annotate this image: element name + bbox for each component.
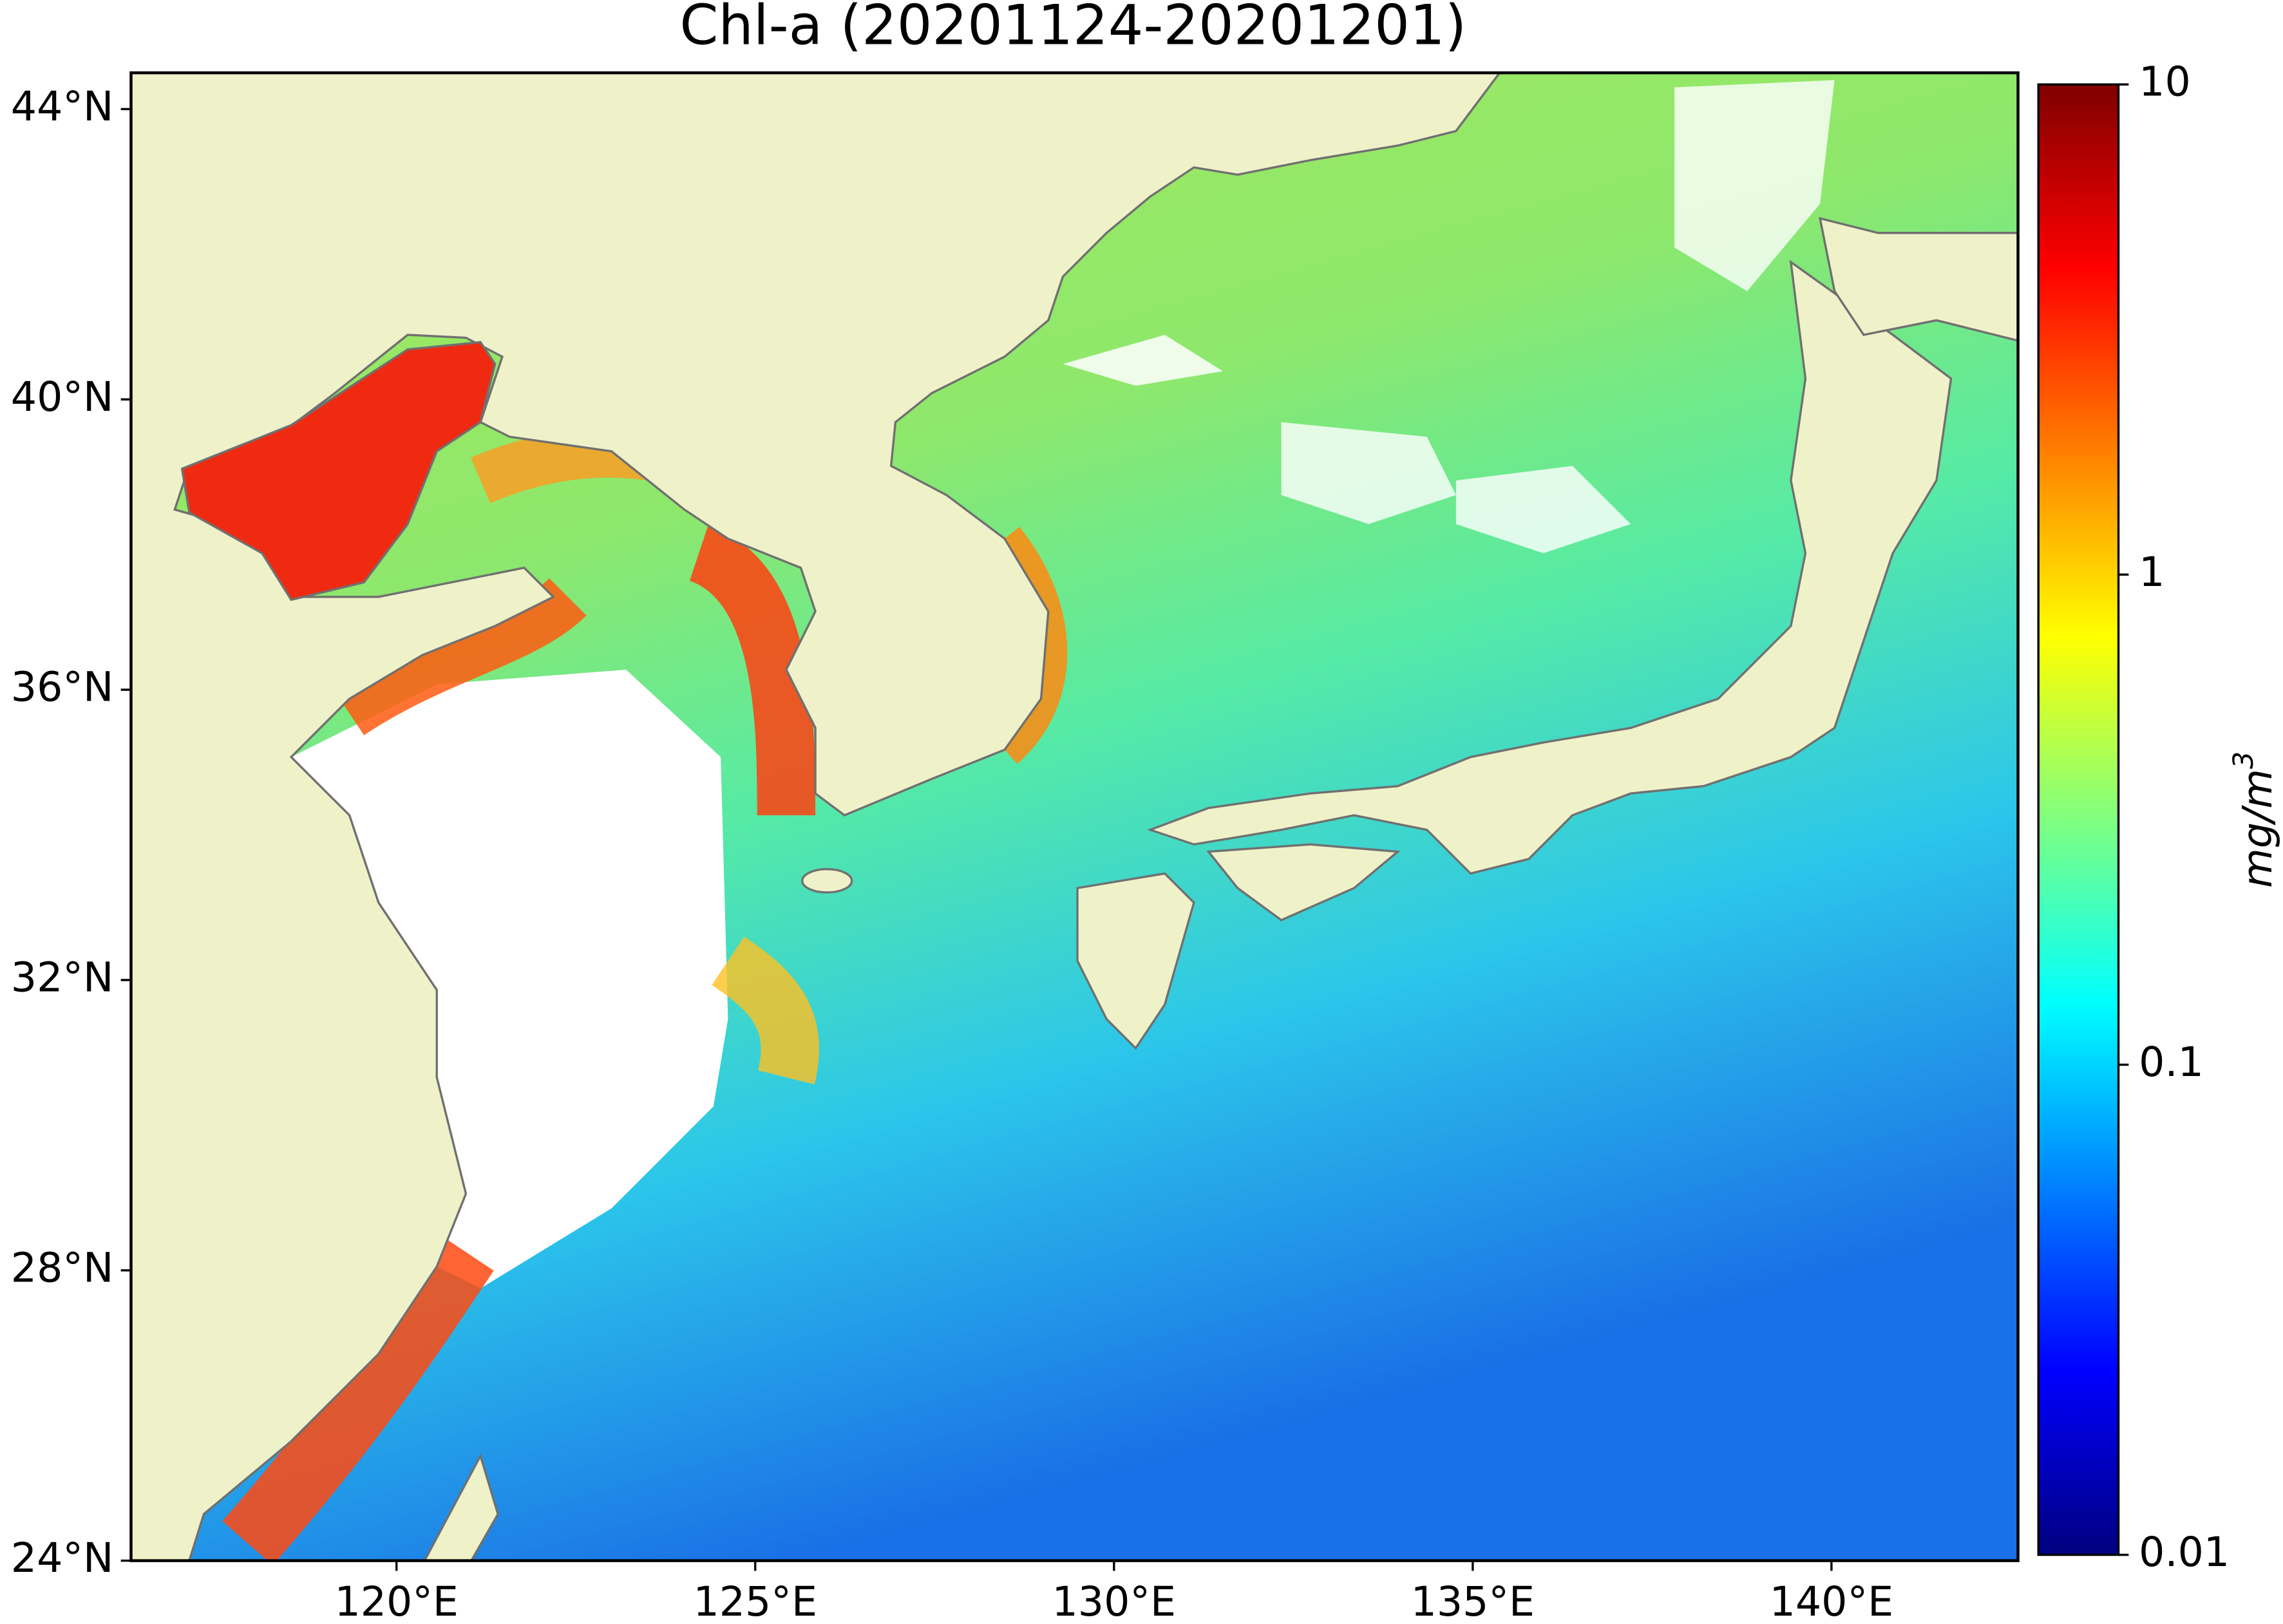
coastal-bloom	[335, 578, 587, 735]
lat-tick-label: 44°N	[11, 82, 114, 130]
bohai-sea	[180, 341, 497, 601]
coastal-bloom	[222, 1233, 494, 1561]
colorbar-tick-label: 0.1	[2139, 1038, 2204, 1086]
colorbar	[2037, 83, 2120, 1556]
colorbar-label-base: mg/m	[2233, 769, 2280, 888]
title: Chl-a (20201124-20201201)	[679, 0, 1466, 58]
lat-tick-label: 28°N	[11, 1243, 114, 1291]
coastal-bloom	[712, 936, 819, 1084]
map	[131, 73, 2018, 1561]
no-data-area	[1063, 335, 1224, 386]
no-data-area	[291, 670, 728, 1289]
lon-tick-label: 130°E	[1052, 1578, 1176, 1624]
land-jeju	[801, 868, 853, 894]
lon-tick-label: 135°E	[1411, 1578, 1535, 1624]
colorbar-tick-label: 0.01	[2139, 1528, 2230, 1576]
map-frame	[129, 71, 2020, 1562]
colorbar-label-exponent: 3	[2228, 751, 2260, 769]
no-data-area	[1455, 466, 1631, 554]
lon-tick-label: 125°E	[693, 1578, 817, 1624]
coastal-bloom	[688, 525, 816, 816]
land-taiwan	[423, 1453, 500, 1561]
land-mainland	[131, 73, 1501, 1561]
lat-tick-label: 24°N	[11, 1534, 114, 1582]
coastal-bloom	[989, 527, 1068, 764]
colorbar-label: mg/m3	[2228, 751, 2281, 888]
land-honshu	[1146, 260, 1953, 875]
colorbar-tick-label: 10	[2139, 58, 2191, 106]
land-kyushu	[1076, 872, 1195, 1050]
no-data-area	[1674, 80, 1835, 292]
lat-tick-label: 36°N	[11, 663, 114, 711]
lon-tick-label: 140°E	[1770, 1578, 1893, 1624]
land-hokkaido	[1818, 216, 2018, 342]
lat-tick-label: 32°N	[11, 954, 114, 1001]
no-data-area	[1281, 422, 1456, 524]
colorbar-tick-label: 1	[2139, 548, 2165, 596]
lat-tick-label: 40°N	[11, 373, 114, 420]
lon-tick-label: 120°E	[334, 1578, 458, 1624]
land-shikoku	[1206, 843, 1401, 921]
